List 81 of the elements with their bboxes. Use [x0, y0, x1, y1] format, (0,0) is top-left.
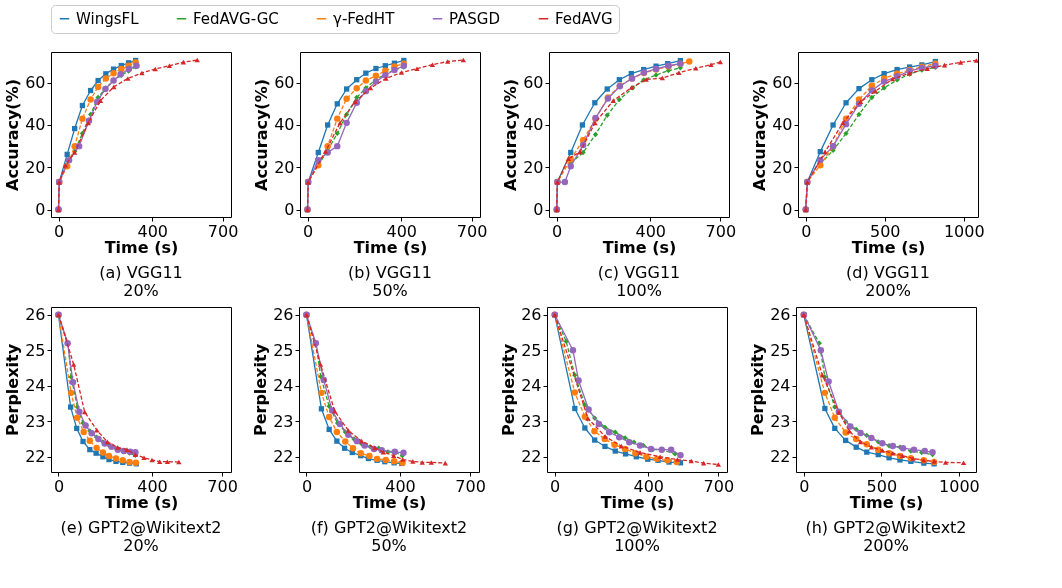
text: 100% — [616, 281, 662, 300]
text: 20% — [123, 281, 159, 300]
x-tick-label: 700 — [207, 476, 238, 496]
y-tick-label: 0 — [782, 200, 793, 220]
y-axis-title: Perplexity — [3, 343, 23, 437]
legend-label: WingsFL — [76, 9, 140, 28]
y-tick-label: 26 — [521, 305, 542, 325]
y-tick-label: 22 — [25, 447, 46, 467]
x-tick-label: 700 — [703, 476, 735, 496]
x-tick-label: 1000 — [939, 476, 980, 496]
y-tick-label: 25 — [25, 340, 46, 360]
legend-label: FedAVG-GC — [193, 9, 279, 28]
x-tick-label: 0 — [301, 476, 313, 496]
y-tick-label: 60 — [274, 73, 295, 93]
x-tick-label: 700 — [455, 476, 486, 496]
y-tick-label: 60 — [25, 73, 46, 93]
y-axis-title: Accuracy(%) — [750, 79, 770, 191]
text: (e) GPT2@Wikitext2 — [60, 518, 222, 537]
y-tick-label: 24 — [273, 376, 294, 396]
x-tick-label: 0 — [53, 221, 65, 241]
y-tick-label: 26 — [770, 305, 791, 325]
x-tick-label: 700 — [705, 221, 737, 241]
y-tick-label: 26 — [25, 305, 46, 325]
text: (f) GPT2@Wikitext2 — [310, 518, 468, 537]
y-tick-label: 25 — [521, 340, 542, 360]
y-axis-title: Accuracy(%) — [501, 79, 521, 191]
y-tick-label: 0 — [284, 200, 295, 220]
x-tick-label: 0 — [799, 476, 810, 496]
y-tick-label: 22 — [273, 447, 294, 467]
y-tick-label: 20 — [25, 157, 46, 177]
y-tick-label: 20 — [772, 157, 793, 177]
legend-label: PASGD — [449, 9, 501, 28]
y-tick-label: 25 — [273, 340, 294, 360]
legend-label: γ-FedHT — [333, 9, 396, 28]
y-tick-label: 0 — [533, 200, 544, 220]
text: 50% — [372, 281, 408, 300]
x-tick-label: 0 — [552, 221, 563, 241]
y-axis-title: Perplexity — [251, 343, 271, 437]
y-tick-label: 23 — [521, 411, 542, 431]
y-tick-label: 60 — [772, 73, 793, 93]
y-axis-title: Perplexity — [748, 343, 768, 437]
text: (h) GPT2@Wikitext2 — [805, 518, 967, 537]
text: 200% — [863, 536, 909, 555]
y-tick-label: 40 — [772, 115, 793, 135]
y-tick-label: 25 — [770, 340, 791, 360]
y-axis-title: Accuracy(%) — [3, 79, 23, 191]
y-tick-label: 23 — [770, 411, 791, 431]
y-tick-label: 23 — [273, 411, 294, 431]
text: (g) GPT2@Wikitext2 — [556, 518, 718, 537]
legend-label: FedAVG — [555, 9, 613, 28]
y-tick-label: 26 — [273, 305, 294, 325]
y-tick-label: 24 — [521, 376, 542, 396]
y-tick-label: 20 — [523, 157, 544, 177]
y-tick-label: 24 — [770, 376, 791, 396]
text: (a) VGG11 — [99, 263, 183, 282]
text: 200% — [865, 281, 911, 300]
y-axis-title: Perplexity — [499, 343, 519, 437]
text: (d) VGG11 — [846, 263, 930, 282]
y-tick-label: 0 — [35, 200, 46, 220]
y-tick-label: 20 — [274, 157, 295, 177]
x-tick-label: 0 — [550, 476, 561, 496]
y-tick-label: 22 — [521, 447, 542, 467]
x-tick-label: 0 — [302, 221, 314, 241]
x-tick-label: 700 — [456, 221, 488, 241]
y-axis-title: Accuracy(%) — [252, 79, 272, 191]
x-tick-label: 0 — [801, 221, 812, 241]
y-tick-label: 40 — [25, 115, 46, 135]
y-tick-label: 24 — [25, 376, 46, 396]
y-tick-label: 40 — [523, 115, 544, 135]
text: (c) VGG11 — [597, 263, 681, 282]
text: 100% — [614, 536, 660, 555]
y-tick-label: 23 — [25, 411, 46, 431]
y-tick-label: 60 — [523, 73, 544, 93]
y-tick-label: 40 — [274, 115, 295, 135]
y-tick-label: 22 — [770, 447, 791, 467]
x-tick-label: 0 — [53, 476, 65, 496]
text: (b) VGG11 — [348, 263, 432, 282]
x-tick-label: 1000 — [943, 221, 985, 241]
x-tick-label: 700 — [207, 221, 239, 241]
text: 20% — [123, 536, 159, 555]
text: 50% — [371, 536, 407, 555]
